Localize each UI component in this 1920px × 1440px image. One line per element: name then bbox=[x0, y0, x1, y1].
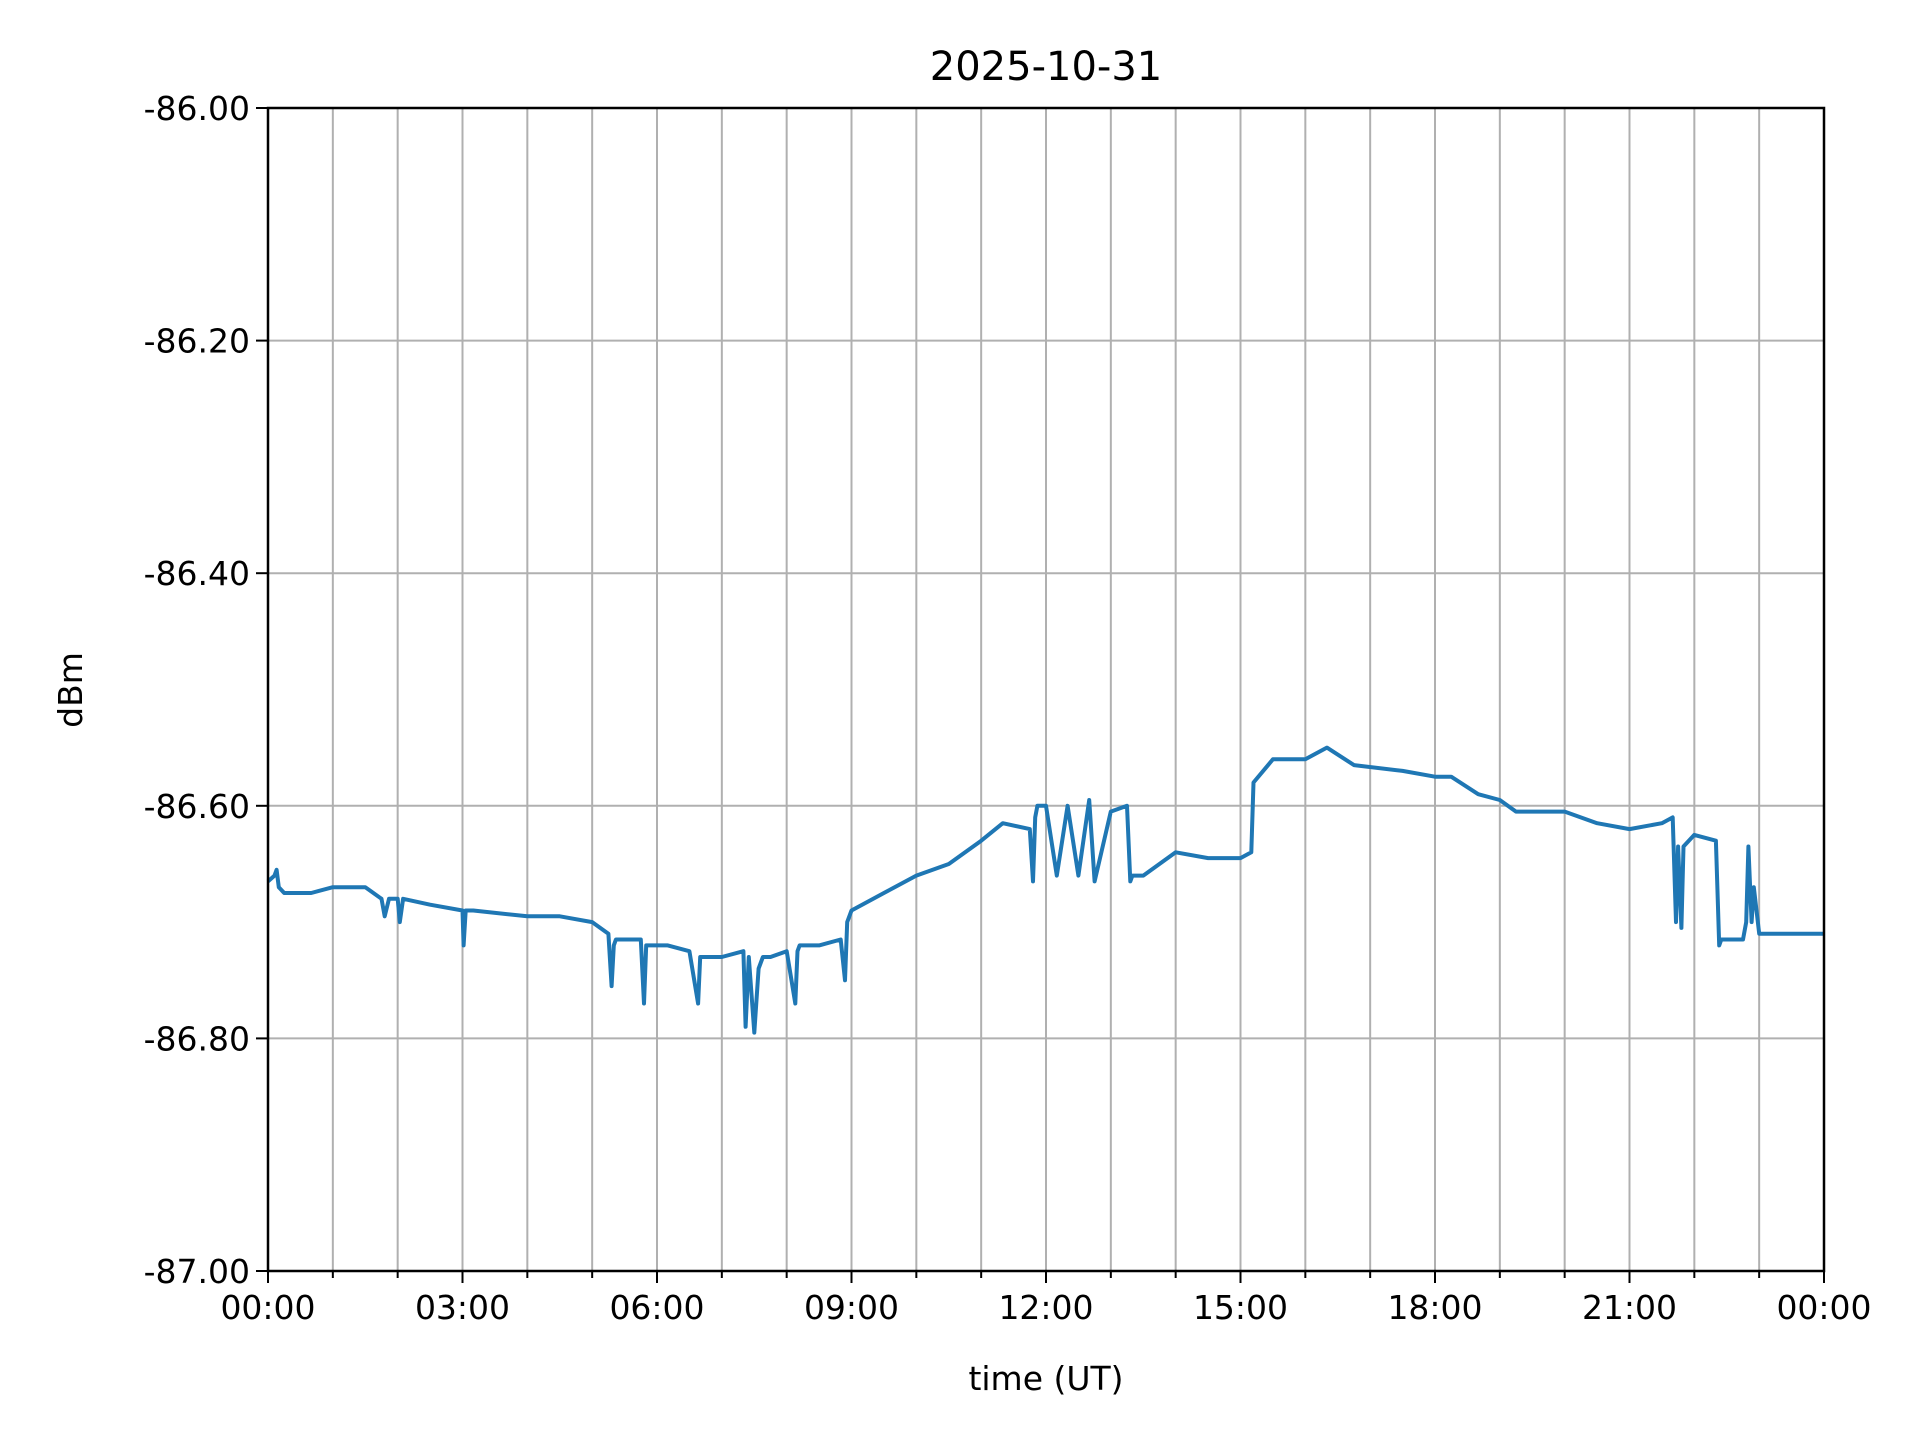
x-tick-label: 06:00 bbox=[609, 1288, 704, 1327]
y-tick-label: -86.00 bbox=[144, 89, 250, 128]
x-tick-label: 09:00 bbox=[804, 1288, 899, 1327]
x-tick-label: 00:00 bbox=[220, 1288, 315, 1327]
y-axis-label: dBm bbox=[51, 652, 90, 728]
x-tick-label: 03:00 bbox=[415, 1288, 510, 1327]
x-tick-label: 18:00 bbox=[1387, 1288, 1482, 1327]
y-tick-label: -86.60 bbox=[144, 787, 250, 826]
x-tick-label: 00:00 bbox=[1776, 1288, 1871, 1327]
x-tick-label: 15:00 bbox=[1193, 1288, 1288, 1327]
x-tick-label: 12:00 bbox=[998, 1288, 1093, 1327]
chart-title: 2025-10-31 bbox=[930, 44, 1162, 90]
x-tick-label: 21:00 bbox=[1582, 1288, 1677, 1327]
y-tick-label: -86.80 bbox=[144, 1019, 250, 1058]
x-axis-label: time (UT) bbox=[968, 1359, 1123, 1398]
y-tick-label: -86.40 bbox=[144, 554, 250, 593]
series-line bbox=[266, 745, 1824, 1035]
y-tick-label: -86.20 bbox=[144, 322, 250, 361]
y-tick-label: -87.00 bbox=[144, 1252, 250, 1291]
